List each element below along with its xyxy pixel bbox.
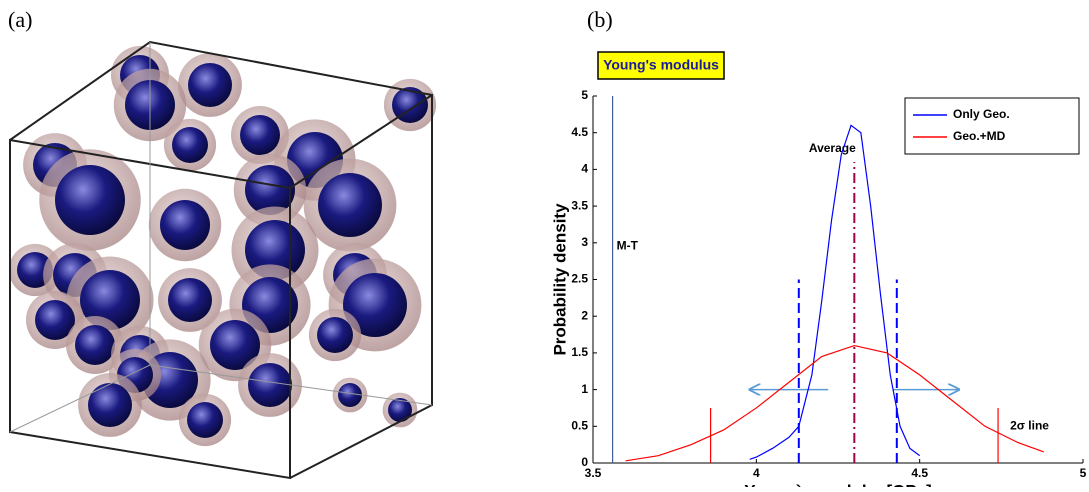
sphere-core — [240, 115, 280, 155]
sphere-core — [318, 173, 382, 237]
sphere-core — [172, 127, 208, 163]
y-tick-label: 4 — [581, 162, 588, 176]
figure: (a) (b) Young's modulus 00.511.522.533.5… — [0, 0, 1089, 487]
panel-label: (b) — [587, 7, 613, 32]
sphere-core — [55, 165, 125, 235]
legend-label: Only Geo. — [953, 107, 1010, 121]
y-tick-label: 3.5 — [571, 198, 588, 212]
y-tick-label: 1 — [581, 382, 588, 396]
sphere-core — [75, 325, 115, 365]
annotation: Average — [809, 141, 856, 155]
sphere-core — [317, 317, 353, 353]
particle-cube — [9, 42, 436, 478]
y-axis-label: Probability density — [550, 203, 569, 356]
sphere-core — [187, 402, 223, 438]
spheres — [9, 46, 436, 446]
x-tick-label: 5 — [1080, 466, 1087, 480]
legend-label: Geo.+MD — [953, 129, 1006, 143]
y-tick-label: 0.5 — [571, 418, 588, 432]
panel-label: (a) — [8, 7, 32, 32]
annotation: 2σ line — [1010, 418, 1049, 432]
sphere-core — [160, 200, 210, 250]
x-axis-label: Young`s modulus[GPa] — [744, 481, 932, 487]
y-tick-label: 2 — [581, 308, 588, 322]
x-tick-label: 4.5 — [911, 466, 928, 480]
series-line — [626, 346, 1044, 461]
y-tick-label: 5 — [581, 88, 588, 102]
sphere-core — [88, 383, 132, 427]
sphere-core — [248, 363, 292, 407]
y-tick-label: 1.5 — [571, 345, 588, 359]
y-tick-label: 3 — [581, 235, 588, 249]
annotation: M-T — [617, 239, 639, 253]
series-line — [750, 125, 920, 459]
sphere-core — [168, 278, 212, 322]
y-tick-label: 4.5 — [571, 125, 588, 139]
chart: Young's modulus 00.511.522.533.544.553.5… — [550, 52, 1086, 487]
sphere-core — [188, 63, 232, 107]
chart-title: Young's modulus — [603, 57, 719, 73]
y-tick-label: 2.5 — [571, 272, 588, 286]
x-tick-label: 3.5 — [585, 466, 602, 480]
x-tick-label: 4 — [753, 466, 760, 480]
